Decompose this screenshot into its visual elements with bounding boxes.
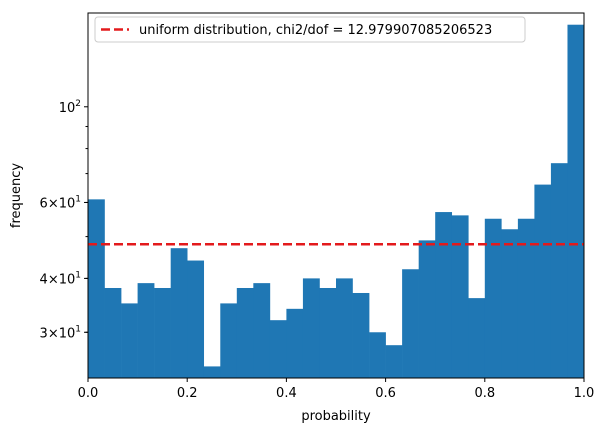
histogram-bar — [236, 287, 254, 378]
histogram-bar — [336, 278, 353, 378]
histogram-bar — [517, 218, 535, 378]
histogram-bar — [137, 283, 155, 378]
y-tick-label: 3×101 — [40, 324, 81, 341]
histogram-bar — [253, 283, 271, 378]
y-axis-label: frequency — [9, 163, 24, 229]
histogram-bar — [319, 287, 337, 378]
legend: uniform distribution, chi2/dof = 12.9799… — [94, 16, 526, 43]
histogram-bar — [121, 303, 138, 378]
histogram-bar — [154, 287, 171, 378]
legend-label: uniform distribution, chi2/dof = 12.9799… — [139, 23, 492, 38]
histogram-bar — [435, 212, 453, 378]
histogram-bar — [88, 199, 105, 378]
histogram-bar — [302, 278, 320, 378]
x-tick-label: 0.6 — [375, 386, 396, 401]
histogram-bar — [220, 303, 238, 378]
x-axis-label: probability — [301, 409, 371, 424]
x-tick-label: 0.2 — [177, 386, 198, 401]
histogram-bar — [170, 248, 188, 378]
histogram-bar — [402, 269, 419, 378]
histogram-bar — [484, 218, 502, 378]
histogram-bar — [418, 240, 436, 378]
histogram-bar — [501, 229, 519, 378]
histogram-bar — [567, 24, 585, 378]
histogram-bar — [468, 298, 486, 378]
histogram-bar — [269, 320, 287, 378]
histogram-bar — [550, 163, 568, 378]
x-axis-ticks: 0.0 0.2 0.4 0.6 0.8 1.0 — [78, 378, 595, 401]
histogram-bar — [352, 292, 370, 378]
histogram-bar — [104, 287, 122, 378]
histogram-bar — [451, 215, 469, 378]
x-tick-label: 0.4 — [276, 386, 297, 401]
axes-frame — [87, 12, 585, 379]
histogram-bar — [286, 308, 304, 378]
x-tick-label: 0.0 — [78, 386, 99, 401]
x-tick-label: 0.8 — [474, 386, 495, 401]
y-tick-label: 4×101 — [40, 270, 81, 287]
legend-box — [94, 16, 526, 43]
histogram-bar — [385, 345, 403, 378]
histogram-bars — [88, 24, 585, 378]
histogram-bar — [203, 366, 221, 378]
histogram-bar — [534, 184, 552, 378]
histogram-bar — [369, 332, 386, 378]
y-tick-label: 6×101 — [40, 194, 81, 211]
x-tick-label: 1.0 — [574, 386, 595, 401]
histogram-bar — [187, 260, 205, 378]
